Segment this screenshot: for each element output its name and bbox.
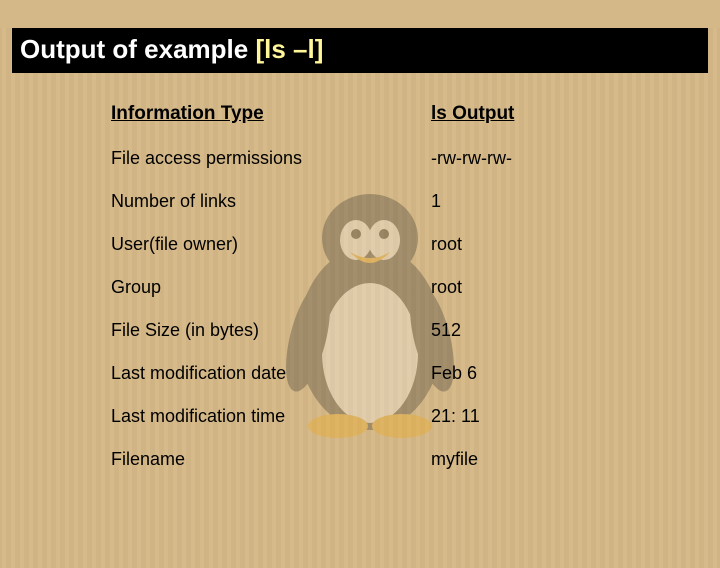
cell-info: Last modification time — [105, 395, 425, 438]
table-row: User(file owner) root — [105, 223, 645, 266]
title-command: [ls –l] — [255, 34, 323, 64]
table-row: File access permissions -rw-rw-rw- — [105, 137, 645, 180]
cell-info: Filename — [105, 438, 425, 481]
cell-output: myfile — [425, 438, 645, 481]
cell-output: root — [425, 223, 645, 266]
title-bar: Output of example [ls –l] — [12, 28, 708, 73]
table-row: Last modification date Feb 6 — [105, 352, 645, 395]
table-row: File Size (in bytes) 512 — [105, 309, 645, 352]
cell-info: File Size (in bytes) — [105, 309, 425, 352]
title-prefix: Output of example — [20, 34, 255, 64]
slide-title: Output of example [ls –l] — [20, 34, 323, 64]
table-row: Filename myfile — [105, 438, 645, 481]
ls-output-table-container: Information Type ls Output File access p… — [105, 95, 645, 481]
cell-output: 21: 11 — [425, 395, 645, 438]
cell-output: -rw-rw-rw- — [425, 137, 645, 180]
cell-output: Feb 6 — [425, 352, 645, 395]
cell-output: root — [425, 266, 645, 309]
cell-output: 1 — [425, 180, 645, 223]
cell-info: Last modification date — [105, 352, 425, 395]
table-row: Last modification time 21: 11 — [105, 395, 645, 438]
table-header-row: Information Type ls Output — [105, 95, 645, 137]
table-row: Group root — [105, 266, 645, 309]
cell-output: 512 — [425, 309, 645, 352]
ls-output-table: Information Type ls Output File access p… — [105, 95, 645, 481]
cell-info: Group — [105, 266, 425, 309]
cell-info: File access permissions — [105, 137, 425, 180]
table-row: Number of links 1 — [105, 180, 645, 223]
header-info-type: Information Type — [105, 95, 425, 137]
cell-info: Number of links — [105, 180, 425, 223]
header-ls-output: ls Output — [425, 95, 645, 137]
cell-info: User(file owner) — [105, 223, 425, 266]
